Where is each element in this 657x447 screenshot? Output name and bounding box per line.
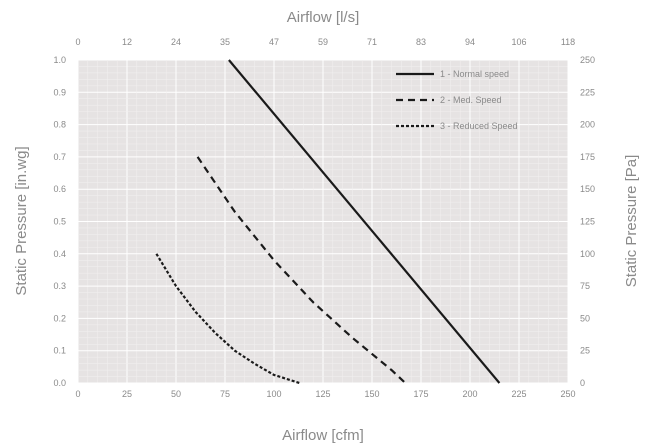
x-tick-label: 150 xyxy=(364,389,379,399)
x2-tick-label: 118 xyxy=(561,37,575,47)
y2-tick-label: 0 xyxy=(580,378,585,388)
y2-tick-label: 25 xyxy=(580,346,590,356)
x-tick-label: 50 xyxy=(171,389,181,399)
legend-label: 3 - Reduced Speed xyxy=(440,121,518,131)
y2-tick-label: 150 xyxy=(580,184,595,194)
legend-label: 1 - Normal speed xyxy=(440,69,509,79)
y2-tick-label: 200 xyxy=(580,120,595,130)
series-line xyxy=(228,59,501,384)
x-axis-title: Airflow [cfm] xyxy=(282,427,364,444)
y-tick-label: 0.9 xyxy=(53,87,66,97)
y2-axis-title: Static Pressure [Pa] xyxy=(623,155,640,288)
y2-tick-label: 75 xyxy=(580,281,590,291)
x2-tick-label: 0 xyxy=(75,37,80,47)
y-tick-label: 0.7 xyxy=(53,152,66,162)
x2-tick-label: 71 xyxy=(367,37,377,47)
x-tick-label: 225 xyxy=(511,389,526,399)
x-tick-label: 100 xyxy=(266,389,281,399)
y-tick-label: 0.1 xyxy=(53,346,66,356)
y2-tick-label: 250 xyxy=(580,55,595,65)
y-tick-label: 0.4 xyxy=(53,249,66,259)
x2-tick-label: 83 xyxy=(416,37,426,47)
y2-tick-label: 175 xyxy=(580,152,595,162)
x2-tick-label: 106 xyxy=(511,37,526,47)
legend-label: 2 - Med. Speed xyxy=(440,95,502,105)
y-tick-label: 0.5 xyxy=(53,217,66,227)
y-tick-label: 0.3 xyxy=(53,281,66,291)
x-tick-label: 250 xyxy=(560,389,575,399)
y2-tick-label: 100 xyxy=(580,249,595,259)
x-tick-label: 0 xyxy=(75,389,80,399)
y-tick-label: 0.6 xyxy=(53,184,66,194)
x-tick-label: 125 xyxy=(315,389,330,399)
series-line xyxy=(196,156,407,384)
legend: 1 - Normal speed 2 - Med. Speed 3 - Reduce… xyxy=(396,69,518,131)
y2-tick-label: 225 xyxy=(580,87,595,97)
x2-tick-label: 12 xyxy=(122,37,132,47)
y2-tick-label: 125 xyxy=(580,217,595,227)
x-tick-label: 200 xyxy=(462,389,477,399)
y-tick-label: 0.2 xyxy=(53,313,66,323)
x-tick-label: 25 xyxy=(122,389,132,399)
grid-lines xyxy=(77,59,569,384)
x-tick-label: 175 xyxy=(413,389,428,399)
x2-tick-label: 47 xyxy=(269,37,279,47)
y-tick-label: 1.0 xyxy=(53,55,66,65)
x2-tick-label: 35 xyxy=(220,37,230,47)
y-tick-label: 0.8 xyxy=(53,120,66,130)
x-tick-label: 75 xyxy=(220,389,230,399)
x2-tick-label: 59 xyxy=(318,37,328,47)
x2-axis-title: Airflow [l/s] xyxy=(287,9,360,26)
y-tick-label: 0.0 xyxy=(53,378,66,388)
series-lines xyxy=(155,59,501,385)
x2-tick-label: 94 xyxy=(465,37,475,47)
series-line xyxy=(155,253,300,385)
y-axis-title: Static Pressure [in.wg] xyxy=(13,146,30,295)
x2-tick-label: 24 xyxy=(171,37,181,47)
y2-tick-label: 50 xyxy=(580,313,590,323)
